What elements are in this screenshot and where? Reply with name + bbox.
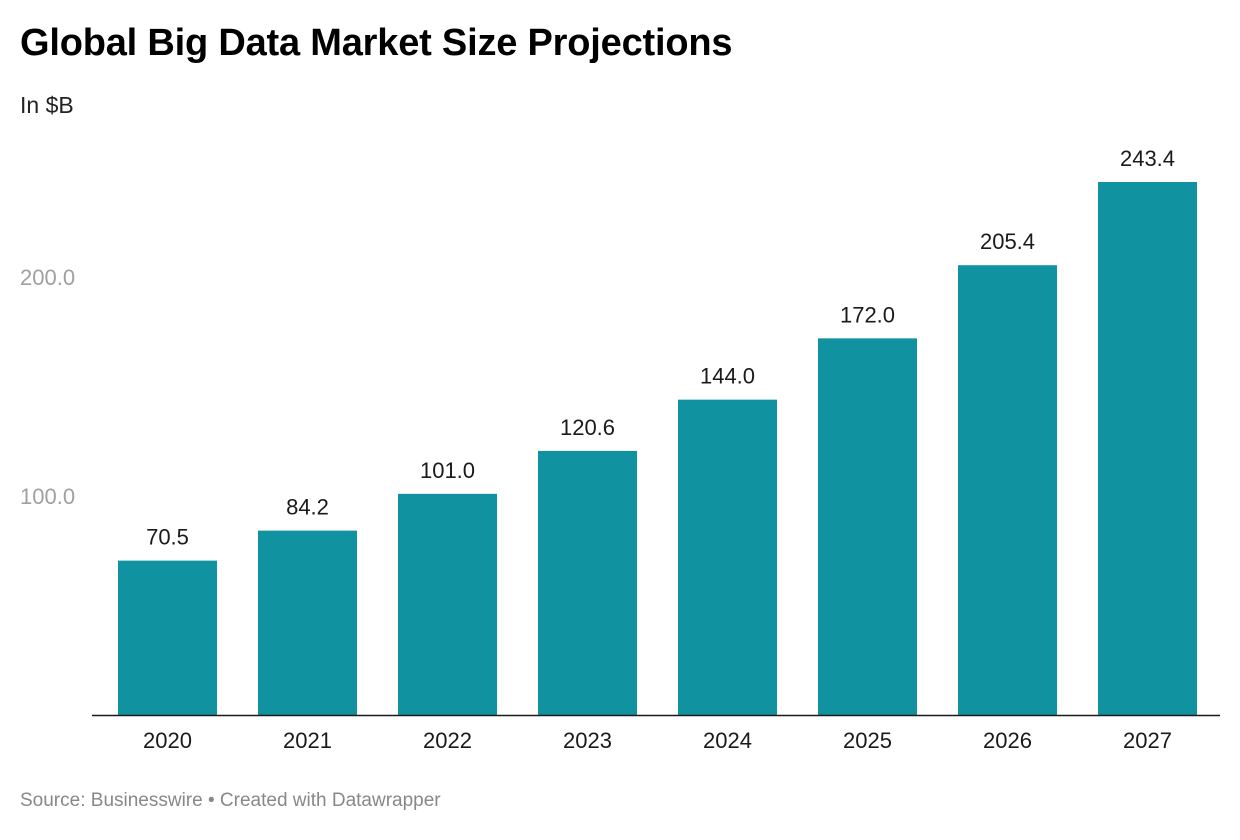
y-tick-label-200-0: 200.0 xyxy=(20,265,75,290)
x-axis-tick-labels: 2020 2021 2022 2023 2024 2025 2026 2027 xyxy=(143,728,1172,753)
bar-value-labels: 70.5 84.2 101.0 120.6 144.0 172.0 205.4 243.4 xyxy=(146,146,1175,550)
source-link[interactable]: Businesswire xyxy=(90,790,203,811)
x-tick-label-2024: 2024 xyxy=(703,728,752,753)
bar-2022[interactable] xyxy=(398,493,497,715)
x-tick-label-2026: 2026 xyxy=(983,728,1032,753)
x-tick-label-2022: 2022 xyxy=(423,728,472,753)
x-tick-label-2027: 2027 xyxy=(1123,728,1172,753)
x-tick-label-2025: 2025 xyxy=(843,728,892,753)
chart-footer: Source: Businesswire • Created with Data… xyxy=(20,790,441,812)
bar-2020[interactable] xyxy=(118,560,217,715)
x-tick-label-2020: 2020 xyxy=(143,728,192,753)
footer-separator: • xyxy=(202,790,220,811)
value-label-2023: 120.6 xyxy=(560,415,615,440)
value-label-2027: 243.4 xyxy=(1120,146,1175,171)
source-prefix: Source: xyxy=(20,790,91,811)
value-label-2026: 205.4 xyxy=(980,229,1035,254)
bar-2026[interactable] xyxy=(958,265,1057,715)
chart-title: Global Big Data Market Size Projections xyxy=(20,22,733,64)
x-tick-label-2023: 2023 xyxy=(563,728,612,753)
value-label-2020: 70.5 xyxy=(146,525,189,550)
datawrapper-credit-link[interactable]: Created with Datawrapper xyxy=(219,790,441,811)
bar-2021[interactable] xyxy=(258,530,357,715)
bars xyxy=(118,182,1197,715)
bar-2023[interactable] xyxy=(538,450,637,715)
value-label-2022: 101.0 xyxy=(420,458,475,483)
value-label-2025: 172.0 xyxy=(840,302,895,327)
y-tick-label-100-0: 100.0 xyxy=(20,484,75,509)
y-axis-tick-labels: 100.0 200.0 xyxy=(20,265,75,509)
value-label-2024: 144.0 xyxy=(700,364,755,389)
bar-2025[interactable] xyxy=(818,338,917,715)
x-tick-label-2021: 2021 xyxy=(283,728,332,753)
bar-2024[interactable] xyxy=(678,399,777,715)
value-label-2021: 84.2 xyxy=(286,495,329,520)
chart-subtitle: In $B xyxy=(20,92,74,118)
bar-2027[interactable] xyxy=(1098,182,1197,715)
